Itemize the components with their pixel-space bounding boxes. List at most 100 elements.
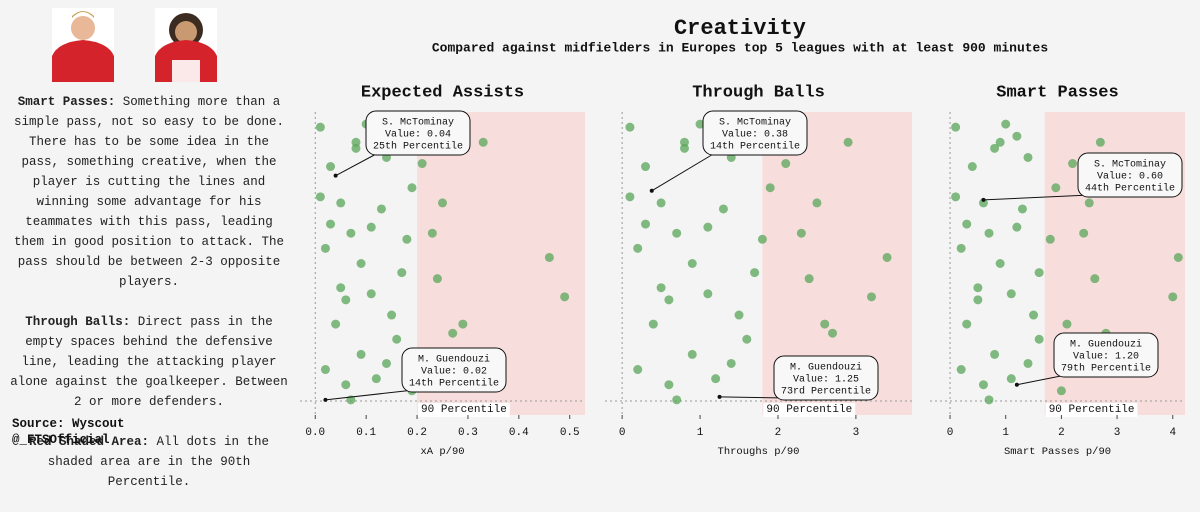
callout-name: S. McTominay bbox=[382, 117, 454, 129]
subtitle: Compared against midfielders in Europes … bbox=[432, 40, 1048, 55]
point bbox=[315, 122, 325, 132]
point bbox=[687, 259, 697, 268]
threshold-label: 90 Percentile bbox=[1049, 404, 1135, 416]
point bbox=[1012, 131, 1022, 141]
point bbox=[687, 349, 697, 359]
callout-value: Value: 0.02 bbox=[421, 366, 487, 378]
x-tick-label: 0.3 bbox=[458, 427, 478, 439]
point bbox=[1023, 152, 1033, 162]
point bbox=[695, 119, 705, 129]
point bbox=[407, 183, 417, 193]
callout-percentile: 79th Percentile bbox=[1061, 363, 1151, 375]
x-axis-label: xA p/90 bbox=[420, 446, 464, 458]
x-tick-label: 1 bbox=[697, 427, 704, 439]
callout-percentile: 73rd Percentile bbox=[781, 386, 871, 398]
page: {"header": {"title": "Creativity", "subt… bbox=[10, 8, 1185, 489]
point bbox=[366, 289, 376, 299]
point bbox=[995, 137, 1005, 147]
point bbox=[625, 122, 635, 132]
point bbox=[402, 234, 412, 244]
callout-value: Value: 0.38 bbox=[722, 129, 788, 141]
player-photo bbox=[155, 8, 217, 82]
x-tick-label: 0.5 bbox=[560, 427, 580, 439]
x-tick-label: 0.4 bbox=[509, 427, 529, 439]
callout-arrow bbox=[983, 194, 1091, 201]
point bbox=[371, 374, 381, 384]
point bbox=[672, 395, 682, 405]
point bbox=[448, 328, 458, 338]
panel-title: Expected Assists bbox=[361, 83, 524, 102]
callout-name: M. Guendouzi bbox=[418, 354, 490, 366]
callout-box bbox=[1053, 332, 1159, 378]
definition-text: Something more than a simple pass, not s… bbox=[13, 95, 285, 289]
callout-name: S. McTominay bbox=[719, 117, 791, 129]
point bbox=[664, 295, 674, 305]
threshold-label: 90 Percentile bbox=[421, 404, 507, 416]
x-tick-label: 0.1 bbox=[356, 427, 376, 439]
callout-arrow bbox=[719, 396, 787, 399]
point bbox=[1062, 319, 1072, 329]
point bbox=[336, 283, 346, 293]
point bbox=[978, 198, 988, 208]
point bbox=[951, 122, 961, 132]
point bbox=[796, 228, 806, 238]
point bbox=[341, 380, 351, 390]
x-tick-label: 3 bbox=[1114, 427, 1121, 439]
point bbox=[1034, 334, 1044, 344]
point bbox=[765, 183, 775, 193]
point bbox=[1023, 358, 1033, 368]
x-axis-label: Smart Passes p/90 bbox=[1004, 446, 1111, 458]
callout-arrow bbox=[325, 389, 415, 401]
point bbox=[750, 268, 760, 278]
point bbox=[341, 295, 351, 305]
point bbox=[1029, 310, 1039, 320]
callout-percentile: 14th Percentile bbox=[409, 378, 499, 390]
point bbox=[742, 334, 752, 344]
point bbox=[734, 310, 744, 320]
point bbox=[882, 252, 892, 262]
point bbox=[366, 222, 376, 232]
point bbox=[397, 268, 407, 278]
point bbox=[625, 192, 635, 202]
point bbox=[1045, 234, 1055, 244]
point bbox=[804, 274, 814, 284]
point bbox=[326, 219, 336, 229]
point bbox=[1006, 289, 1016, 299]
point bbox=[458, 319, 468, 329]
threshold-label: 90 Percentile bbox=[766, 404, 852, 416]
callout-arrow bbox=[651, 152, 716, 192]
point bbox=[656, 198, 666, 208]
callout-box bbox=[401, 347, 507, 393]
point bbox=[544, 252, 554, 262]
point bbox=[1034, 268, 1044, 278]
point bbox=[703, 222, 713, 232]
point bbox=[656, 283, 666, 293]
panel-title: Through Balls bbox=[692, 83, 825, 102]
point bbox=[866, 292, 876, 302]
point bbox=[320, 243, 330, 253]
point bbox=[560, 292, 570, 302]
callout-arrow bbox=[335, 152, 379, 177]
x-tick-label: 1 bbox=[1002, 427, 1009, 439]
callout-name: S. McTominay bbox=[1094, 159, 1166, 171]
point bbox=[781, 159, 791, 169]
point bbox=[1017, 204, 1027, 214]
x-tick-label: 0 bbox=[947, 427, 954, 439]
point bbox=[978, 380, 988, 390]
point bbox=[973, 295, 983, 305]
point bbox=[984, 395, 994, 405]
highlight-point bbox=[333, 173, 338, 178]
point bbox=[648, 319, 658, 329]
point bbox=[1090, 274, 1100, 284]
point bbox=[641, 219, 651, 229]
point bbox=[990, 349, 1000, 359]
callout-name: M. Guendouzi bbox=[790, 362, 862, 374]
callout-arrow bbox=[1016, 374, 1067, 386]
threshold-label-bg bbox=[418, 402, 510, 417]
definition-label: Red Shaded Area: bbox=[28, 435, 149, 449]
point bbox=[356, 349, 366, 359]
x-tick-label: 0.2 bbox=[407, 427, 427, 439]
threshold-label-bg bbox=[763, 402, 856, 417]
point bbox=[703, 289, 713, 299]
point bbox=[984, 228, 994, 238]
